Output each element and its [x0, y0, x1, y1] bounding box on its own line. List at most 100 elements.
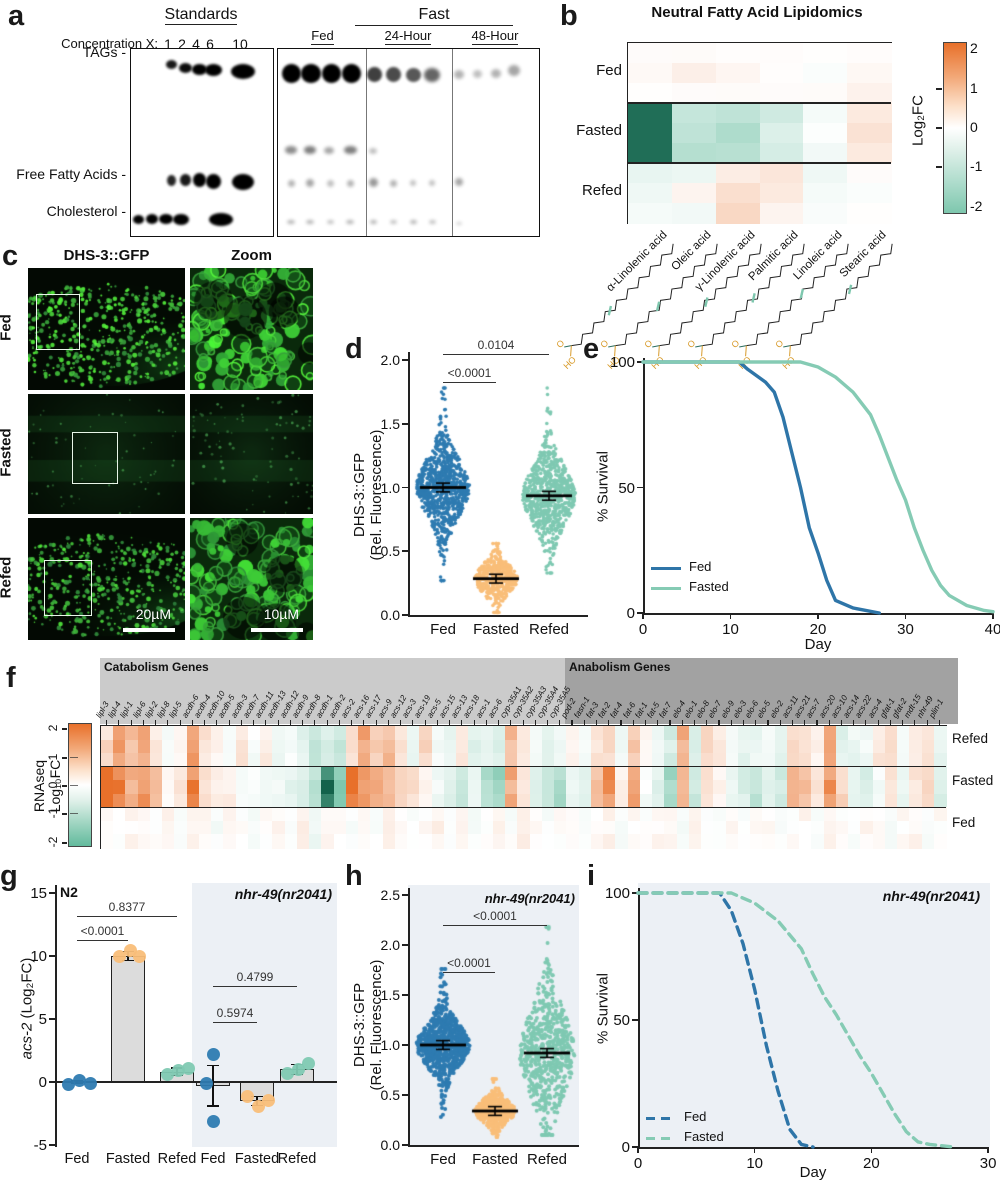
f-heat-cell: [762, 739, 776, 754]
f-heat-cell: [566, 793, 580, 808]
b-heat-cell: [759, 143, 804, 164]
f-heat-cell: [713, 726, 727, 741]
f-heat-cell: [382, 793, 396, 808]
f-heat-cell: [174, 793, 188, 808]
gene-tick: [534, 719, 536, 725]
b-colorbar: [943, 42, 967, 214]
f-heat-cell: [933, 780, 947, 795]
blot-band: [346, 179, 354, 187]
catabolism-title: Catabolism Genes: [104, 660, 209, 674]
f-heat-cell: [554, 834, 567, 849]
f-heat-cell: [933, 834, 947, 849]
f-heat-cell: [884, 820, 898, 836]
f-heat-cell: [713, 820, 727, 836]
b-colorbar-tick: [936, 127, 942, 129]
f-heat-cell: [382, 820, 396, 836]
f-heat-cell: [517, 793, 531, 808]
f-heat-cell: [774, 753, 788, 768]
f-heat-cell: [860, 766, 874, 781]
f-heat-cell: [186, 807, 200, 822]
f-heat-cell: [247, 766, 261, 781]
f-heat-cell: [235, 807, 249, 822]
f-heat-cell: [480, 793, 494, 808]
legend-label: Fasted: [689, 579, 729, 594]
blot-band: [409, 220, 417, 224]
pvalue-bar: [77, 940, 128, 942]
f-heat-cell: [198, 766, 212, 781]
f-heat-cell: [811, 766, 825, 781]
lane-group-label-text: 48-Hour: [471, 28, 519, 45]
f-heat-cell: [823, 793, 837, 808]
f-heat-cell: [811, 739, 825, 754]
svg-text:O: O: [686, 338, 698, 350]
f-heat-cell: [468, 726, 482, 741]
data-dot: [206, 1114, 220, 1128]
f-heat-cell: [909, 766, 923, 781]
f-heat-cell: [419, 834, 433, 849]
gene-tick: [779, 719, 781, 725]
f-heat-cell: [615, 780, 629, 795]
f-heat-cell: [921, 726, 935, 741]
f-heat-cell: [101, 726, 114, 741]
b-heat-cell: [715, 203, 761, 224]
f-heat-cell: [884, 726, 898, 741]
f-heat-cell: [639, 807, 653, 822]
f-heat-cell: [223, 820, 237, 836]
f-heat-cell: [835, 793, 849, 808]
concentration-value: 4: [192, 36, 200, 52]
f-heat-cell: [933, 807, 947, 822]
b-colorbar-tick-label: 1: [970, 80, 978, 96]
f-heat-cell: [101, 780, 114, 795]
f-heat-cell: [137, 780, 151, 795]
f-heat-cell: [137, 753, 151, 768]
f-heat-cell: [933, 726, 947, 741]
f-heat-cell: [235, 726, 249, 741]
f-heat-cell: [223, 753, 237, 768]
b-heat-cell: [759, 123, 804, 144]
f-heat-cell: [921, 807, 935, 822]
b-heat-cell: [628, 123, 673, 144]
b-heat-cell: [803, 203, 848, 224]
b-colorbar-label: Log₂FC: [909, 95, 927, 146]
gene-tick: [730, 719, 732, 725]
f-heat-cell: [774, 807, 788, 822]
scale-bar-label: 10µM: [263, 606, 299, 622]
y-tick-label: 2.5: [380, 887, 400, 903]
b-heat-cell: [847, 203, 892, 224]
x-tick: [642, 613, 644, 619]
f-heat-cell: [186, 766, 200, 781]
x-category-label: Fed: [200, 1151, 226, 1167]
f-heat-cell: [284, 766, 298, 781]
f-heat-cell: [394, 834, 408, 849]
f-heat-cell: [750, 820, 763, 836]
f-heat-cell: [909, 793, 923, 808]
f-heat-cell: [419, 753, 433, 768]
i-plot-bg: [638, 883, 990, 1147]
b-acid-label-group: O HO Stearic acid: [708, 224, 893, 371]
f-heat-cell: [247, 834, 261, 849]
f-heat-cell: [211, 739, 225, 754]
x-tick-label: 20: [863, 1155, 880, 1172]
f-heat-cell: [211, 780, 225, 795]
f-heat-cell: [750, 807, 763, 822]
f-heat-cell: [149, 834, 163, 849]
f-heat-cell: [848, 753, 861, 768]
f-heat-cell: [676, 766, 690, 781]
f-heat-cell: [737, 807, 751, 822]
f-heat-cell: [333, 739, 347, 754]
f-heat-cell: [627, 766, 641, 781]
gene-tick: [449, 719, 451, 725]
f-heat-cell: [872, 739, 886, 754]
f-heat-cell: [223, 780, 237, 795]
f-heat-cell: [725, 834, 739, 849]
data-dot: [171, 1063, 185, 1077]
f-heat-cell: [517, 739, 531, 754]
gene-tick: [155, 719, 157, 725]
b-heat-cell: [715, 63, 761, 84]
y-tick: [632, 1019, 638, 1021]
f-heat-cell: [688, 793, 702, 808]
f-heat-cell: [284, 726, 298, 741]
c-col2-header: Zoom: [231, 247, 272, 264]
f-heat-cell: [247, 820, 261, 836]
f-heat-cell: [541, 793, 555, 808]
